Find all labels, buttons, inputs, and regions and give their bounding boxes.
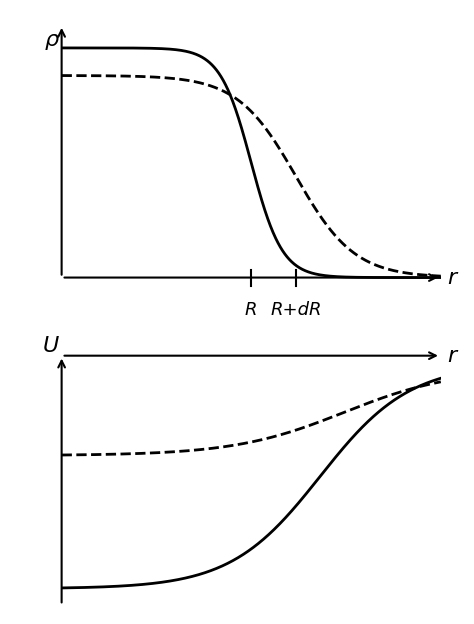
Text: R+dR: R+dR bbox=[270, 301, 322, 318]
Text: ρ: ρ bbox=[44, 30, 58, 50]
Text: r: r bbox=[448, 268, 457, 288]
Text: R: R bbox=[245, 301, 257, 318]
Text: r: r bbox=[448, 346, 457, 366]
Text: U: U bbox=[43, 336, 59, 356]
